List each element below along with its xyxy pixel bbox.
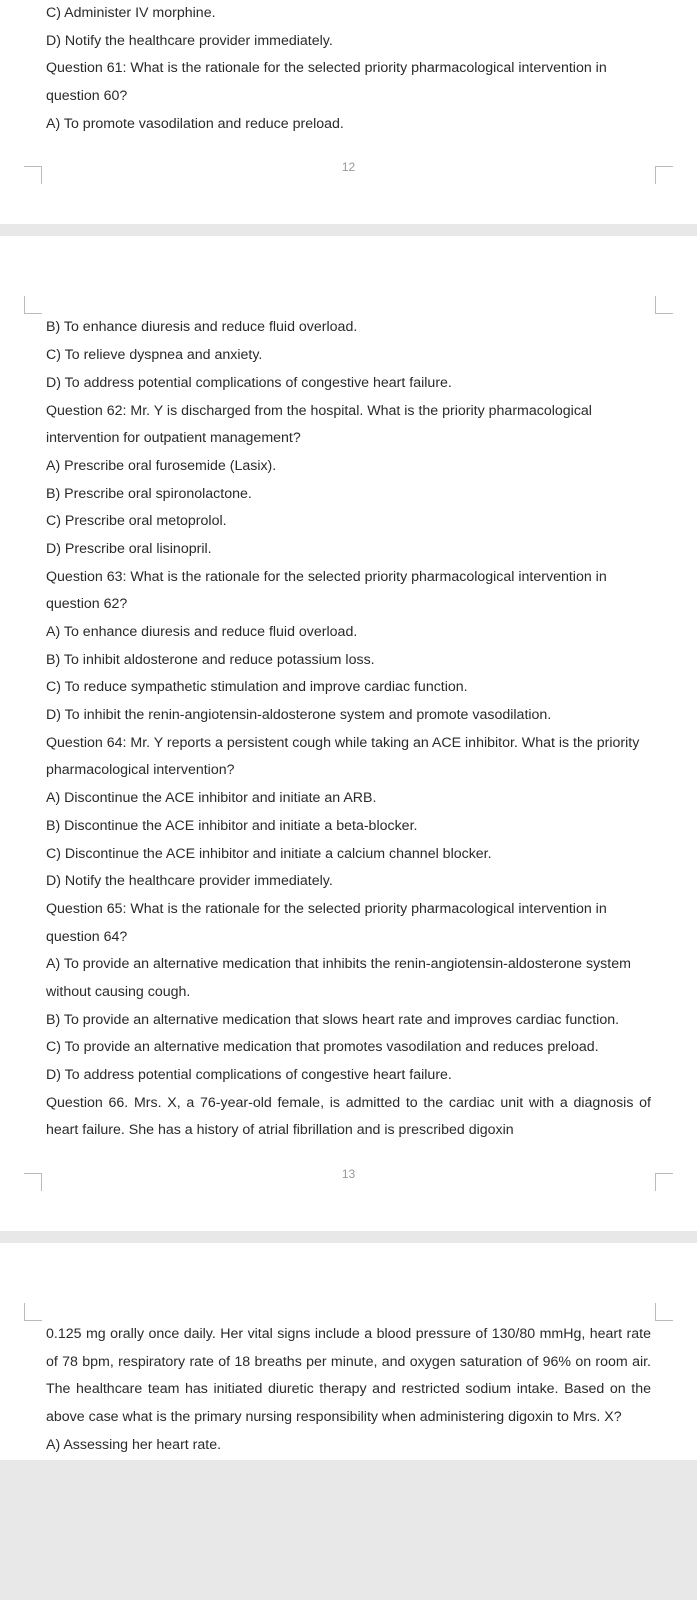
crop-mark-icon: [655, 1303, 673, 1321]
text-line: D) Prescribe oral lisinopril.: [46, 536, 651, 564]
text-line: C) Prescribe oral metoprolol.: [46, 508, 651, 536]
text-line: D) To inhibit the renin-angiotensin-aldo…: [46, 702, 651, 730]
crop-mark-icon: [24, 1303, 42, 1321]
text-line: Question 61: What is the rationale for t…: [46, 55, 651, 110]
page-12-content: C) Administer IV morphine. D) Notify the…: [46, 0, 651, 138]
text-line: B) Discontinue the ACE inhibitor and ini…: [46, 813, 651, 841]
text-line: A) Discontinue the ACE inhibitor and ini…: [46, 785, 651, 813]
text-line: C) Discontinue the ACE inhibitor and ini…: [46, 841, 651, 869]
document-page-14: 0.125 mg orally once daily. Her vital si…: [0, 1243, 697, 1459]
text-line: A) Prescribe oral furosemide (Lasix).: [46, 453, 651, 481]
text-line: D) To address potential complications of…: [46, 1062, 651, 1090]
text-line: C) To provide an alternative medication …: [46, 1034, 651, 1062]
text-line: C) Administer IV morphine.: [46, 0, 651, 28]
text-line: 0.125 mg orally once daily. Her vital si…: [46, 1321, 651, 1432]
page-number: 12: [46, 160, 651, 174]
text-line: B) To inhibit aldosterone and reduce pot…: [46, 647, 651, 675]
text-line: C) To reduce sympathetic stimulation and…: [46, 674, 651, 702]
text-line: A) To enhance diuresis and reduce fluid …: [46, 619, 651, 647]
text-line: Question 66. Mrs. X, a 76-year-old femal…: [46, 1090, 651, 1145]
text-line: D) Notify the healthcare provider immedi…: [46, 868, 651, 896]
text-line: C) To relieve dyspnea and anxiety.: [46, 342, 651, 370]
document-page-13: B) To enhance diuresis and reduce fluid …: [0, 236, 697, 1231]
text-line: A) Assessing her heart rate.: [46, 1432, 651, 1460]
text-line: A) To promote vasodilation and reduce pr…: [46, 111, 651, 139]
text-line: Question 62: Mr. Y is discharged from th…: [46, 398, 651, 453]
crop-mark-icon: [655, 296, 673, 314]
text-line: Question 64: Mr. Y reports a persistent …: [46, 730, 651, 785]
crop-mark-icon: [24, 1173, 42, 1191]
text-line: D) Notify the healthcare provider immedi…: [46, 28, 651, 56]
crop-mark-icon: [655, 166, 673, 184]
page-14-content: 0.125 mg orally once daily. Her vital si…: [46, 1321, 651, 1459]
text-line: Question 63: What is the rationale for t…: [46, 564, 651, 619]
document-page-12: C) Administer IV morphine. D) Notify the…: [0, 0, 697, 224]
crop-mark-icon: [24, 166, 42, 184]
text-line: B) To provide an alternative medication …: [46, 1007, 651, 1035]
text-line: B) To enhance diuresis and reduce fluid …: [46, 314, 651, 342]
text-line: Question 65: What is the rationale for t…: [46, 896, 651, 951]
crop-mark-icon: [655, 1173, 673, 1191]
text-line: D) To address potential complications of…: [46, 370, 651, 398]
page-13-content: B) To enhance diuresis and reduce fluid …: [46, 314, 651, 1145]
page-number: 13: [46, 1167, 651, 1181]
text-line: B) Prescribe oral spironolactone.: [46, 481, 651, 509]
crop-mark-icon: [24, 296, 42, 314]
text-line: A) To provide an alternative medication …: [46, 951, 651, 1006]
